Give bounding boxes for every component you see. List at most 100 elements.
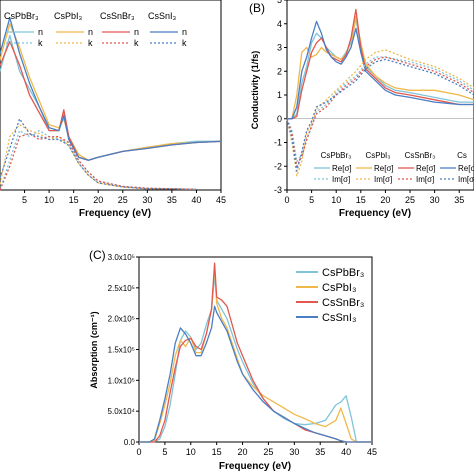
legend-label-k: k <box>182 38 187 48</box>
panel-c-y-label: Absorption (cm⁻¹) <box>89 311 99 388</box>
legend-label-im: Im[σ] <box>332 175 350 184</box>
x-tick-label: 30 <box>142 195 152 205</box>
legend-title-CsPbBr3: CsPbBr₃ <box>321 151 352 160</box>
panel-b-series-line-5 <box>286 49 474 177</box>
legend-label-CsPbBr3: CsPbBr₃ <box>322 267 364 279</box>
legend-label-im: Im[σ] <box>374 175 392 184</box>
x-tick-label: 15 <box>69 195 79 205</box>
x-tick-label: 20 <box>380 195 390 205</box>
y-tick-label: 5 <box>277 0 282 5</box>
x-tick-label: 25 <box>118 195 128 205</box>
panel-b: (B) Conductivity (1/fs) -3 -2 -1 0 1 2 3 4 5 0 5 1… <box>249 0 474 219</box>
panel-b-series-line-4 <box>286 56 474 163</box>
y-tick-label: 4 <box>277 19 282 29</box>
legend-title-CsSnI3: Cs <box>457 151 467 160</box>
x-tick-label: 25 <box>263 447 273 457</box>
legend-title-CsSnBr3: CsSnBr₃ <box>405 151 436 160</box>
x-tick-label: 40 <box>341 447 351 457</box>
panel-a-x-ticks: 5 10 15 20 25 30 35 40 45 <box>22 190 226 205</box>
legend-label-re: Re[σ] <box>416 164 436 173</box>
panel-b-series-line-1 <box>287 15 474 120</box>
legend-title-CsPbBr3: CsPbBr₃ <box>4 11 39 21</box>
panel-c-series-line-0 <box>139 274 372 443</box>
x-tick-label: 10 <box>331 195 341 205</box>
panel-c-x-label: Frequency (eV) <box>219 461 291 472</box>
legend-label-im: Im[σ] <box>416 175 434 184</box>
x-tick-label: 45 <box>367 447 377 457</box>
panel-b-series-line-2 <box>287 8 474 120</box>
legend-label-n: n <box>182 27 187 37</box>
legend-label-re: Re[σ] <box>458 164 474 173</box>
x-tick-label: 5 <box>162 447 167 457</box>
legend-label-CsSnI3: CsSnI₃ <box>322 312 356 324</box>
panel-a-frame <box>0 0 222 191</box>
panel-a-plot-area <box>0 17 222 191</box>
panel-a: 5 10 15 20 25 30 35 40 45 Frequency (eV) CsPbBr₃… <box>0 0 226 219</box>
panel-a-series-line-5 <box>0 124 197 191</box>
y-tick-label: -3 <box>274 185 282 195</box>
legend-label-re: Re[σ] <box>374 164 394 173</box>
panel-c-x-ticks: 0 5 10 15 20 25 30 35 40 45 <box>136 442 377 457</box>
legend-label-n: n <box>134 27 139 37</box>
panel-c: (C) Absorption (cm⁻¹) 0.0 5.0x10⁴ 1.0x10⁵ 1… <box>89 248 377 472</box>
y-tick-label: 2.5x10⁵ <box>108 284 135 293</box>
legend-label-re: Re[σ] <box>332 164 352 173</box>
panel-b-series-line-6 <box>286 56 474 167</box>
legend-title-CsPbI3: CsPbI₃ <box>54 11 83 21</box>
x-tick-label: 0 <box>136 447 141 457</box>
y-tick-label: 2 <box>277 66 282 76</box>
panel-a-series-line-0 <box>0 34 221 161</box>
legend-title-CsSnI3: CsSnI₃ <box>148 11 177 21</box>
panel-c-plot-area <box>139 262 372 443</box>
panel-b-x-ticks: 0 5 10 15 20 25 30 35 <box>284 190 464 205</box>
panel-b-legend: CsPbBr₃ Re[σ] Im[σ] CsPbI₃ Re[σ] Im[σ] CsSnBr₃… <box>314 151 474 184</box>
panel-b-series-line-3 <box>287 20 474 120</box>
panel-c-legend: CsPbBr₃ CsPbI₃ CsSnBr₃ CsSnI₃ <box>296 267 364 324</box>
panel-a-series-line-6 <box>0 132 197 191</box>
x-tick-label: 20 <box>238 447 248 457</box>
x-tick-label: 5 <box>309 195 314 205</box>
panel-b-plot-area <box>286 8 474 177</box>
y-tick-label: 5.0x10⁴ <box>108 407 136 416</box>
x-tick-label: 30 <box>430 195 440 205</box>
x-tick-label: 20 <box>93 195 103 205</box>
panel-a-series-line-4 <box>0 129 197 191</box>
panel-c-y-ticks: 0.0 5.0x10⁴ 1.0x10⁵ 1.5x10⁵ 2.0x10⁵ 2.5x10⁵ 3.… <box>108 253 139 447</box>
y-tick-label: 1.0x10⁵ <box>108 376 135 385</box>
x-tick-label: 35 <box>167 195 177 205</box>
panel-b-series-line-7 <box>286 58 474 172</box>
panel-b-y-ticks: -3 -2 -1 0 1 2 3 4 5 <box>274 0 287 195</box>
x-tick-label: 0 <box>284 195 289 205</box>
x-tick-label: 15 <box>212 447 222 457</box>
x-tick-label: 10 <box>186 447 196 457</box>
x-tick-label: 5 <box>22 195 27 205</box>
y-tick-label: -1 <box>274 138 282 148</box>
legend-label-n: n <box>88 27 93 37</box>
panel-c-series-line-1 <box>139 265 372 443</box>
y-tick-label: 1 <box>277 90 282 100</box>
legend-label-k: k <box>88 38 93 48</box>
legend-label-k: k <box>38 38 43 48</box>
y-tick-label: 3 <box>277 43 282 53</box>
x-tick-label: 30 <box>289 447 299 457</box>
panel-c-series-line-3 <box>139 305 372 443</box>
panel-b-letter: (B) <box>249 1 265 15</box>
y-tick-label: 0.0 <box>124 438 136 447</box>
panel-c-letter: (C) <box>89 248 106 262</box>
legend-label-im: Im[σ] <box>458 175 474 184</box>
legend-label-CsSnBr3: CsSnBr₃ <box>322 297 364 309</box>
y-tick-label: 3.0x10⁵ <box>108 253 135 262</box>
y-tick-label: -2 <box>274 161 282 171</box>
panel-b-series-line-0 <box>287 18 474 120</box>
legend-title-CsSnBr3: CsSnBr₃ <box>100 11 135 21</box>
y-tick-label: 1.5x10⁵ <box>108 346 135 355</box>
panel-a-series-line-3 <box>0 17 222 161</box>
legend-label-CsPbI3: CsPbI₃ <box>322 282 356 294</box>
panel-a-series-line-7 <box>0 118 197 191</box>
y-tick-label: 2.0x10⁵ <box>108 315 135 324</box>
y-tick-label: 0 <box>277 114 282 124</box>
x-tick-label: 35 <box>454 195 464 205</box>
panel-b-x-label: Frequency (eV) <box>339 208 411 219</box>
